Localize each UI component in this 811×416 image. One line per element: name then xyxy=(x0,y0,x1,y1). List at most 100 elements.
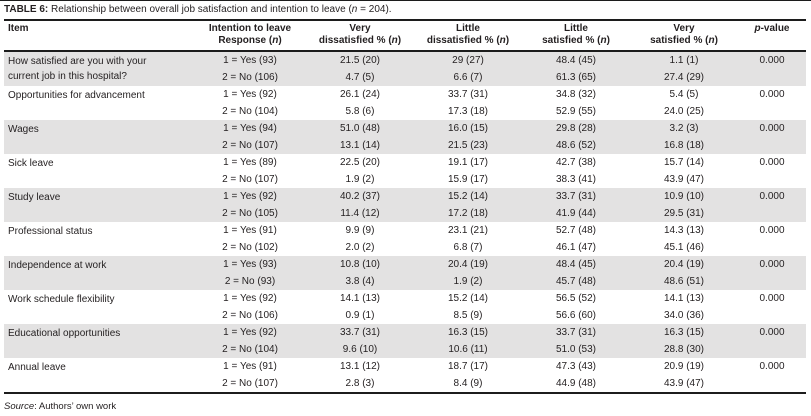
table-row: Wages 1 = Yes (94) 51.0 (48) 16.0 (15) 29.8 … xyxy=(4,120,806,154)
response-cell: 1 = Yes (94) xyxy=(194,120,306,137)
table-row: Professional status 1 = Yes (91) 9.9 (9) 23… xyxy=(4,222,806,239)
title-n-symbol: n xyxy=(351,4,358,15)
little-satisfied-cell: 45.7 (48) xyxy=(522,273,630,290)
response-cell: 2 = No (104) xyxy=(194,341,306,358)
table-title-suffix: = 204). xyxy=(357,4,392,15)
little-dissatisfied-cell: 10.6 (11) xyxy=(414,341,522,358)
table-row: Annual leave 1 = Yes (91) 13.1 (12) 18.7 (1… xyxy=(4,358,806,375)
header-line: satisfied % (n) xyxy=(542,34,610,46)
very-satisfied-cell: 34.0 (36) xyxy=(663,310,705,321)
little-dissatisfied-cell: 21.5 (23) xyxy=(414,137,522,154)
n-symbol: n xyxy=(708,34,715,46)
very-satisfied-cell: 48.6 (51) xyxy=(630,273,738,290)
little-dissatisfied-cell: 15.2 (14) xyxy=(447,293,489,304)
col-header-very-dissatisfied: Very dissatisfied % (n) xyxy=(306,19,414,52)
little-satisfied-cell: 48.6 (52) xyxy=(522,137,630,154)
source-label: Source xyxy=(4,401,35,412)
very-dissatisfied-cell: 4.7 (5) xyxy=(306,69,414,86)
p-value-cell: 0.000 xyxy=(738,324,806,358)
table-row: 2 = No (104) 9.6 (10) 10.6 (11) 51.0 (53) 28… xyxy=(4,341,806,358)
very-dissatisfied-cell: 14.1 (13) xyxy=(339,293,381,304)
table-row: 2 = No (106) 0.9 (1) 8.5 (9) 56.6 (60) 34.0 … xyxy=(4,307,806,324)
item-cell: How satisfied are you with your current … xyxy=(4,51,194,86)
very-dissatisfied-cell: 9.6 (10) xyxy=(306,341,414,358)
header-line: dissatisfied % (n) xyxy=(426,34,510,46)
little-satisfied-cell: 33.7 (31) xyxy=(522,324,630,341)
very-dissatisfied-cell: 5.8 (6) xyxy=(345,106,375,117)
little-dissatisfied-cell: 17.3 (18) xyxy=(447,106,489,117)
response-cell: 1 = Yes (91) xyxy=(223,361,277,372)
p-value-cell: 0.000 xyxy=(738,188,806,222)
very-dissatisfied-cell: 1.9 (2) xyxy=(345,174,375,185)
header-line: Very xyxy=(673,23,695,34)
item-cell: Opportunities for advancement xyxy=(8,90,145,101)
little-dissatisfied-cell: 29 (27) xyxy=(414,51,522,69)
very-dissatisfied-cell: 3.8 (4) xyxy=(306,273,414,290)
col-header-little-dissatisfied: Little dissatisfied % (n) xyxy=(414,19,522,52)
table-row: 2 = No (107) 2.8 (3) 8.4 (9) 44.9 (48) 43.9 … xyxy=(4,375,806,393)
response-cell: 2 = No (104) xyxy=(222,106,278,117)
very-satisfied-cell: 10.9 (10) xyxy=(630,188,738,205)
header-line: Intention to leave xyxy=(208,23,292,34)
very-satisfied-cell: 43.9 (47) xyxy=(663,174,705,185)
little-satisfied-cell: 48.4 (45) xyxy=(522,51,630,69)
little-dissatisfied-cell: 15.2 (14) xyxy=(414,188,522,205)
col-header-very-satisfied: Very satisfied % (n) xyxy=(630,19,738,52)
response-cell: 1 = Yes (89) xyxy=(223,157,277,168)
little-satisfied-cell: 52.7 (48) xyxy=(555,225,597,236)
little-dissatisfied-cell: 16.0 (15) xyxy=(414,120,522,137)
header-line: Little xyxy=(456,23,480,34)
table-row: How satisfied are you with your current … xyxy=(4,51,806,86)
very-dissatisfied-cell: 11.4 (12) xyxy=(306,205,414,222)
little-satisfied-cell: 29.8 (28) xyxy=(522,120,630,137)
very-satisfied-cell: 1.1 (1) xyxy=(630,51,738,69)
table-title: TABLE 6: Relationship between overall jo… xyxy=(4,4,807,16)
very-dissatisfied-cell: 13.1 (12) xyxy=(339,361,381,372)
table-row: Study leave 1 = Yes (92) 40.2 (37) 15.2 (14… xyxy=(4,188,806,222)
very-dissatisfied-cell: 10.8 (10) xyxy=(306,256,414,273)
little-satisfied-cell: 41.9 (44) xyxy=(522,205,630,222)
very-dissatisfied-cell: 22.5 (20) xyxy=(339,157,381,168)
very-satisfied-cell: 29.5 (31) xyxy=(630,205,738,222)
header-line: satisfied % (n) xyxy=(650,34,718,46)
n-symbol: n xyxy=(272,34,279,46)
little-satisfied-cell: 44.9 (48) xyxy=(555,378,597,389)
n-symbol: n xyxy=(600,34,607,46)
table-row: Opportunities for advancement 1 = Yes (92… xyxy=(4,86,806,103)
response-cell: 1 = Yes (91) xyxy=(223,225,277,236)
response-cell: 2 = No (107) xyxy=(194,137,306,154)
little-dissatisfied-cell: 15.9 (17) xyxy=(447,174,489,185)
little-dissatisfied-cell: 23.1 (21) xyxy=(447,225,489,236)
response-cell: 1 = Yes (92) xyxy=(223,89,277,100)
n-symbol: n xyxy=(391,34,398,46)
little-dissatisfied-cell: 6.6 (7) xyxy=(414,69,522,86)
little-dissatisfied-cell: 6.8 (7) xyxy=(453,242,483,253)
col-header-item: Item xyxy=(4,19,194,52)
very-dissatisfied-cell: 26.1 (24) xyxy=(339,89,381,100)
header-line: Very xyxy=(349,23,371,34)
little-dissatisfied-cell: 8.5 (9) xyxy=(453,310,483,321)
little-satisfied-cell: 34.8 (32) xyxy=(555,89,597,100)
p-symbol: p xyxy=(754,23,761,34)
little-satisfied-cell: 42.7 (38) xyxy=(555,157,597,168)
response-cell: 2 = No (102) xyxy=(222,242,278,253)
top-rule xyxy=(0,0,811,1)
item-cell: Professional status xyxy=(8,226,93,237)
table-title-label: TABLE 6: xyxy=(4,4,49,15)
little-dissatisfied-cell: 8.4 (9) xyxy=(453,378,483,389)
very-dissatisfied-cell: 2.8 (3) xyxy=(345,378,375,389)
very-satisfied-cell: 16.3 (15) xyxy=(630,324,738,341)
p-value-cell: 0.000 xyxy=(738,120,806,154)
response-cell: 2 = No (106) xyxy=(222,310,278,321)
response-cell: 1 = Yes (93) xyxy=(194,256,306,273)
table-row: 2 = No (107) 13.1 (14) 21.5 (23) 48.6 (52) 1… xyxy=(4,137,806,154)
very-satisfied-cell: 5.4 (5) xyxy=(669,89,699,100)
table-row: 2 = No (102) 2.0 (2) 6.8 (7) 46.1 (47) 45.1 … xyxy=(4,239,806,256)
n-symbol: n xyxy=(499,34,506,46)
item-cell: Work schedule flexibility xyxy=(8,294,115,305)
very-satisfied-cell: 43.9 (47) xyxy=(663,378,705,389)
very-dissatisfied-cell: 2.0 (2) xyxy=(345,242,375,253)
very-dissatisfied-cell: 21.5 (20) xyxy=(306,51,414,69)
table-row: Independence at work 1 = Yes (93) 10.8 (10… xyxy=(4,256,806,290)
